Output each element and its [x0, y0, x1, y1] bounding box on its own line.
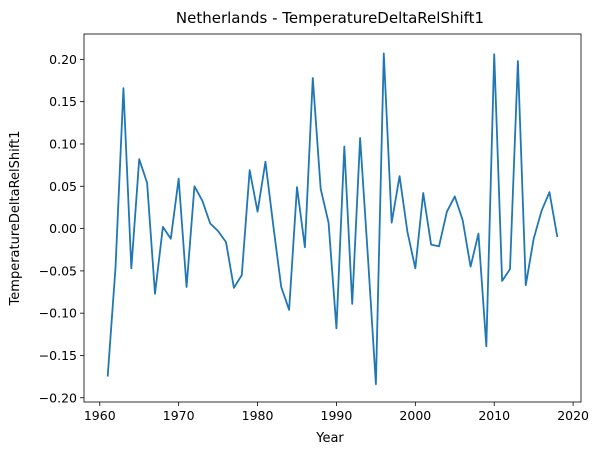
x-tick-label: 1990	[321, 408, 353, 423]
x-tick-label: 2000	[399, 408, 431, 423]
x-axis-label: Year	[315, 431, 344, 446]
plot-frame	[83, 33, 582, 403]
y-tick-label: 0.15	[49, 94, 77, 109]
y-tick-label: 0.00	[49, 221, 77, 236]
x-tick-label: 1970	[163, 408, 195, 423]
y-tick-label: 0.10	[49, 136, 77, 151]
x-tick-label: 2020	[557, 408, 589, 423]
plot-area	[106, 52, 559, 386]
y-axis-label: TemperatureDeltaRelShift1	[8, 131, 23, 307]
series-line	[106, 52, 559, 386]
x-axis-ticks: 1960 1970 1980 1990 2000 2010 2020	[84, 402, 589, 423]
y-tick-label: −0.20	[39, 390, 77, 405]
chart-title: Netherlands - TemperatureDeltaRelShift1	[176, 9, 484, 27]
y-axis-ticks: −0.20 −0.15 −0.10 −0.05 0.00 0.05 0.10 0.15 0.20	[39, 52, 84, 405]
x-tick-label: 1960	[84, 408, 116, 423]
y-tick-label: −0.05	[39, 263, 77, 278]
y-tick-label: −0.15	[39, 348, 77, 363]
x-tick-label: 1980	[242, 408, 274, 423]
y-tick-label: 0.20	[49, 52, 77, 67]
x-tick-label: 2010	[478, 408, 510, 423]
y-tick-label: −0.10	[39, 306, 77, 321]
y-tick-label: 0.05	[49, 179, 77, 194]
